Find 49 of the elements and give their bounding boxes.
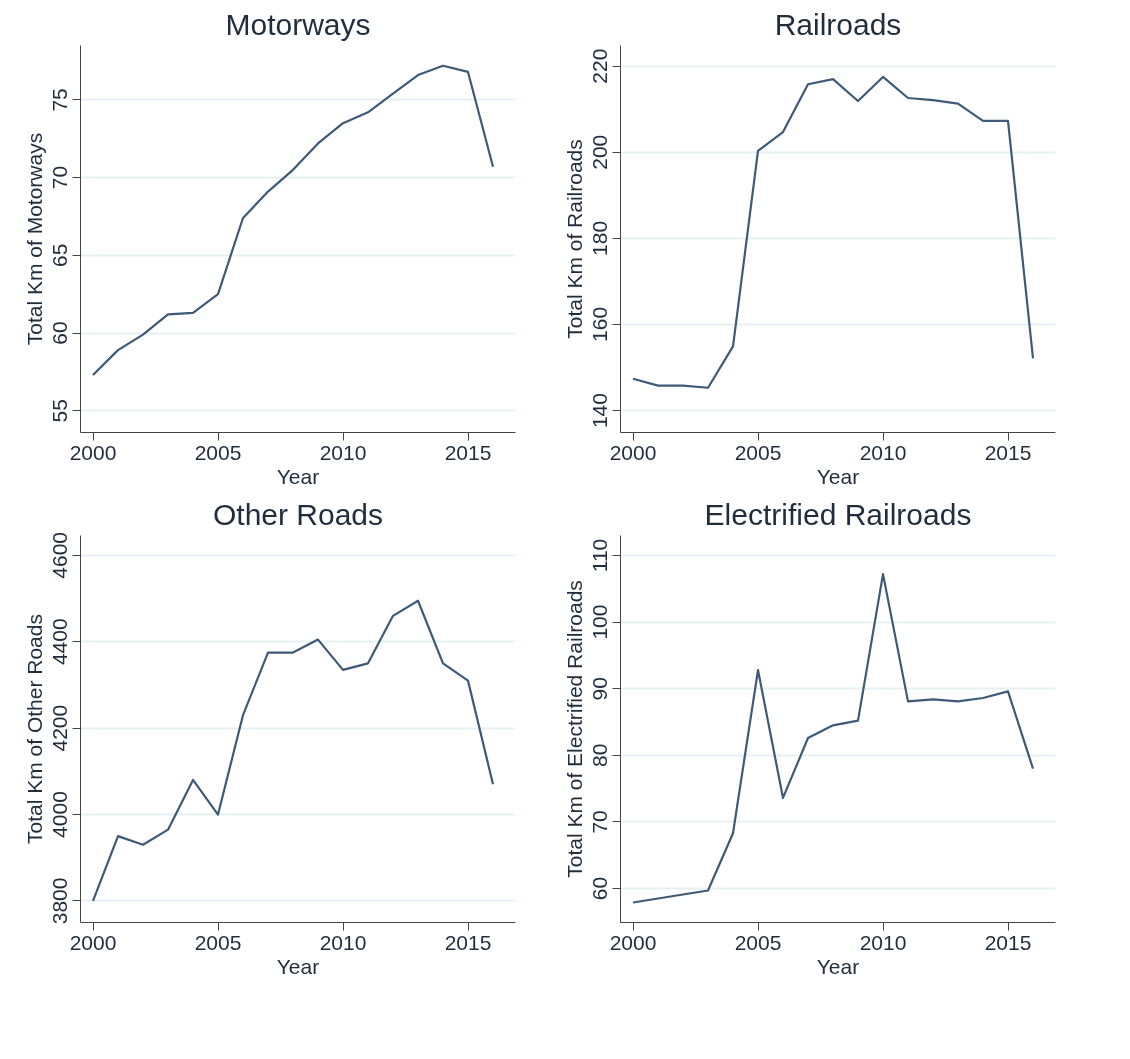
- x-tick-label: 2000: [69, 930, 117, 954]
- y-tick-label: 90: [588, 677, 612, 701]
- y-tick-label: 55: [48, 399, 72, 423]
- y-tick-label: 80: [588, 743, 612, 767]
- x-tick-label: 2005: [194, 440, 242, 464]
- y-tick-label: 65: [48, 243, 72, 267]
- y-axis-title: Total Km of Other Roads: [22, 614, 46, 844]
- x-tick-label: 2000: [609, 930, 657, 954]
- x-axis-title: Year: [276, 954, 320, 978]
- y-axis-title: Total Km of Electrified Railroads: [562, 580, 586, 878]
- x-tick-label: 2010: [859, 440, 907, 464]
- x-tick-label: 2000: [69, 440, 117, 464]
- y-tick-label: 160: [588, 306, 612, 342]
- y-tick-label: 4400: [48, 618, 72, 666]
- x-tick-label: 2010: [319, 440, 367, 464]
- y-tick-label: 4000: [48, 791, 72, 838]
- x-axis-title: Year: [816, 464, 860, 488]
- y-tick-label: 4600: [48, 532, 72, 579]
- y-tick-label: 60: [588, 876, 612, 901]
- y-tick-label: 3800: [48, 877, 72, 925]
- x-tick-label: 2005: [734, 930, 782, 954]
- y-tick-label: 60: [48, 321, 72, 345]
- y-tick-label: 75: [48, 88, 72, 112]
- x-tick-label: 2015: [444, 930, 492, 954]
- x-tick-label: 2015: [444, 440, 492, 464]
- y-tick-label: 180: [588, 220, 612, 256]
- y-tick-label: 4200: [48, 704, 72, 752]
- y-tick-label: 70: [48, 165, 72, 190]
- x-tick-label: 2015: [984, 930, 1032, 954]
- y-axis-title: Total Km of Railroads: [562, 139, 586, 339]
- y-tick-label: 100: [588, 604, 612, 640]
- x-tick-label: 2000: [609, 440, 657, 464]
- x-axis-title: Year: [276, 464, 320, 488]
- x-tick-label: 2010: [859, 930, 907, 954]
- chart-title: Other Roads: [212, 497, 384, 531]
- y-tick-label: 200: [588, 134, 612, 170]
- x-tick-label: 2005: [194, 930, 242, 954]
- y-tick-label: 140: [588, 393, 612, 429]
- x-tick-label: 2005: [734, 440, 782, 464]
- x-tick-label: 2010: [319, 930, 367, 954]
- y-tick-label: 220: [588, 48, 612, 84]
- y-tick-label: 70: [588, 810, 612, 834]
- x-tick-label: 2015: [984, 440, 1032, 464]
- x-axis-title: Year: [816, 954, 860, 978]
- y-tick-label: 110: [588, 538, 612, 573]
- chart-title: Electrified Railroads: [704, 497, 972, 531]
- chart-title: Motorways: [225, 7, 371, 41]
- chart-title: Railroads: [774, 7, 902, 41]
- y-axis-title: Total Km of Motorways: [22, 132, 46, 346]
